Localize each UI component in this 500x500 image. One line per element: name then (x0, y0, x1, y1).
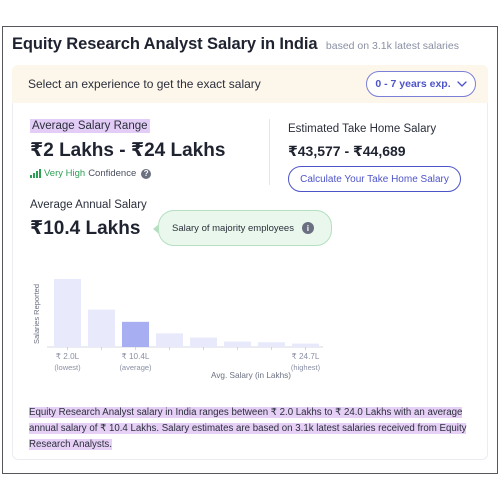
chart-tick-label: ₹ 24.7L (292, 352, 320, 361)
calculate-take-home-button[interactable]: Calculate Your Take Home Salary (288, 166, 461, 192)
average-salary-range-value: ₹2 Lakhs - ₹24 Lakhs (30, 140, 226, 161)
salary-description-text: Equity Research Analyst salary in India … (29, 407, 467, 450)
confidence-indicator: Very High Confidence ? (30, 168, 152, 179)
chart-bar (156, 333, 183, 347)
chart-bar (122, 321, 149, 347)
chevron-down-icon (457, 81, 467, 87)
card-header: Equity Research Analyst Salary in India … (12, 35, 459, 54)
experience-dropdown[interactable]: 0 - 7 years exp. (366, 71, 476, 97)
experience-selected-value: 0 - 7 years exp. (375, 78, 451, 90)
chart-tick-label: ₹ 10.4L (122, 352, 150, 361)
chart-bar (88, 309, 115, 347)
salary-distribution-svg: Salaries Reported ₹ 2.0L (lowest) ₹ 10.4L (a… (32, 279, 323, 380)
info-icon[interactable]: i (301, 222, 314, 234)
chart-bar (190, 337, 217, 347)
page-title: Equity Research Analyst Salary in India (12, 35, 318, 53)
chart-tick-note: (highest) (291, 363, 321, 372)
take-home-label: Estimated Take Home Salary (288, 123, 437, 135)
chart-bar (258, 342, 285, 347)
chart-bar (292, 343, 319, 347)
average-annual-salary-label: Average Annual Salary (30, 199, 147, 211)
vertical-divider (269, 119, 270, 185)
salary-description: Equity Research Analyst salary in India … (29, 405, 475, 453)
chart-bar (54, 279, 81, 347)
take-home-value: ₹43,577 - ₹44,689 (288, 143, 406, 159)
salary-panel: Average Salary Range ₹2 Lakhs - ₹24 Lakh… (12, 103, 488, 460)
confidence-suffix: Confidence (88, 168, 137, 179)
page-subtitle: based on 3.1k latest salaries (325, 40, 459, 52)
average-salary-range-label: Average Salary Range (30, 119, 150, 133)
experience-bar: Select an experience to get the exact sa… (12, 65, 488, 103)
signal-bars-icon (30, 169, 41, 178)
majority-employees-badge: Salary of majority employees i (153, 210, 332, 246)
chart-tick-note: (lowest) (54, 363, 81, 372)
chart-x-axis-label: Avg. Salary (in Lakhs) (211, 371, 291, 380)
chart-y-axis-label: Salaries Reported (32, 284, 41, 344)
salary-card: Equity Research Analyst Salary in India … (12, 35, 490, 460)
average-annual-salary-value: ₹10.4 Lakhs (30, 218, 141, 239)
help-icon[interactable]: ? (141, 168, 152, 179)
chart-tick-label: ₹ 2.0L (56, 352, 80, 361)
majority-employees-note: Salary of majority employees (172, 222, 294, 234)
chart-tick-note: (average) (119, 363, 152, 372)
salary-distribution-chart: Salaries Reported ₹ 2.0L (lowest) ₹ 10.4L (a… (23, 269, 323, 384)
chart-bar (224, 341, 251, 347)
confidence-level: Very High (44, 168, 86, 179)
experience-prompt: Select an experience to get the exact sa… (28, 77, 261, 91)
